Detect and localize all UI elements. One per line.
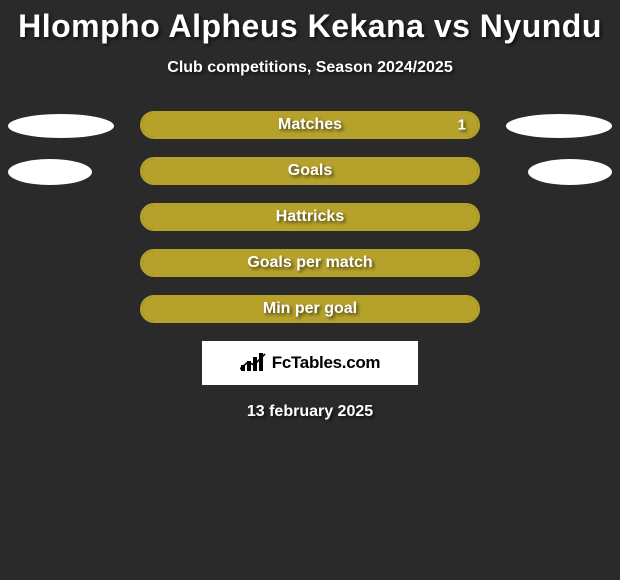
stat-row: Goals (0, 157, 620, 187)
left-ellipse (8, 159, 92, 185)
source-badge: FcTables.com (202, 341, 418, 385)
stat-bar: Hattricks (140, 203, 480, 231)
stat-row: Matches1 (0, 111, 620, 141)
stat-bar: Goals (140, 157, 480, 185)
left-ellipse (8, 114, 114, 138)
stat-value-right: 1 (458, 117, 466, 134)
page-title: Hlompho Alpheus Kekana vs Nyundu (0, 0, 620, 45)
stat-rows: Matches1 Goals Hattricks Goals per match Min… (0, 111, 620, 325)
bar-fill-left (142, 205, 478, 229)
subtitle: Club competitions, Season 2024/2025 (0, 59, 620, 77)
stat-bar: Matches1 (140, 111, 480, 139)
bar-fill-left (142, 251, 478, 275)
stat-bar: Min per goal (140, 295, 480, 323)
bar-fill-left (142, 297, 478, 321)
stat-row: Min per goal (0, 295, 620, 325)
date-text: 13 february 2025 (0, 403, 620, 421)
stat-row: Goals per match (0, 249, 620, 279)
right-ellipse (528, 159, 612, 185)
badge-text: FcTables.com (272, 353, 381, 373)
stat-row: Hattricks (0, 203, 620, 233)
bar-fill-right (142, 113, 478, 137)
stat-bar: Goals per match (140, 249, 480, 277)
bar-chart-icon (240, 353, 266, 373)
bar-fill-left (142, 159, 478, 183)
right-ellipse (506, 114, 612, 138)
